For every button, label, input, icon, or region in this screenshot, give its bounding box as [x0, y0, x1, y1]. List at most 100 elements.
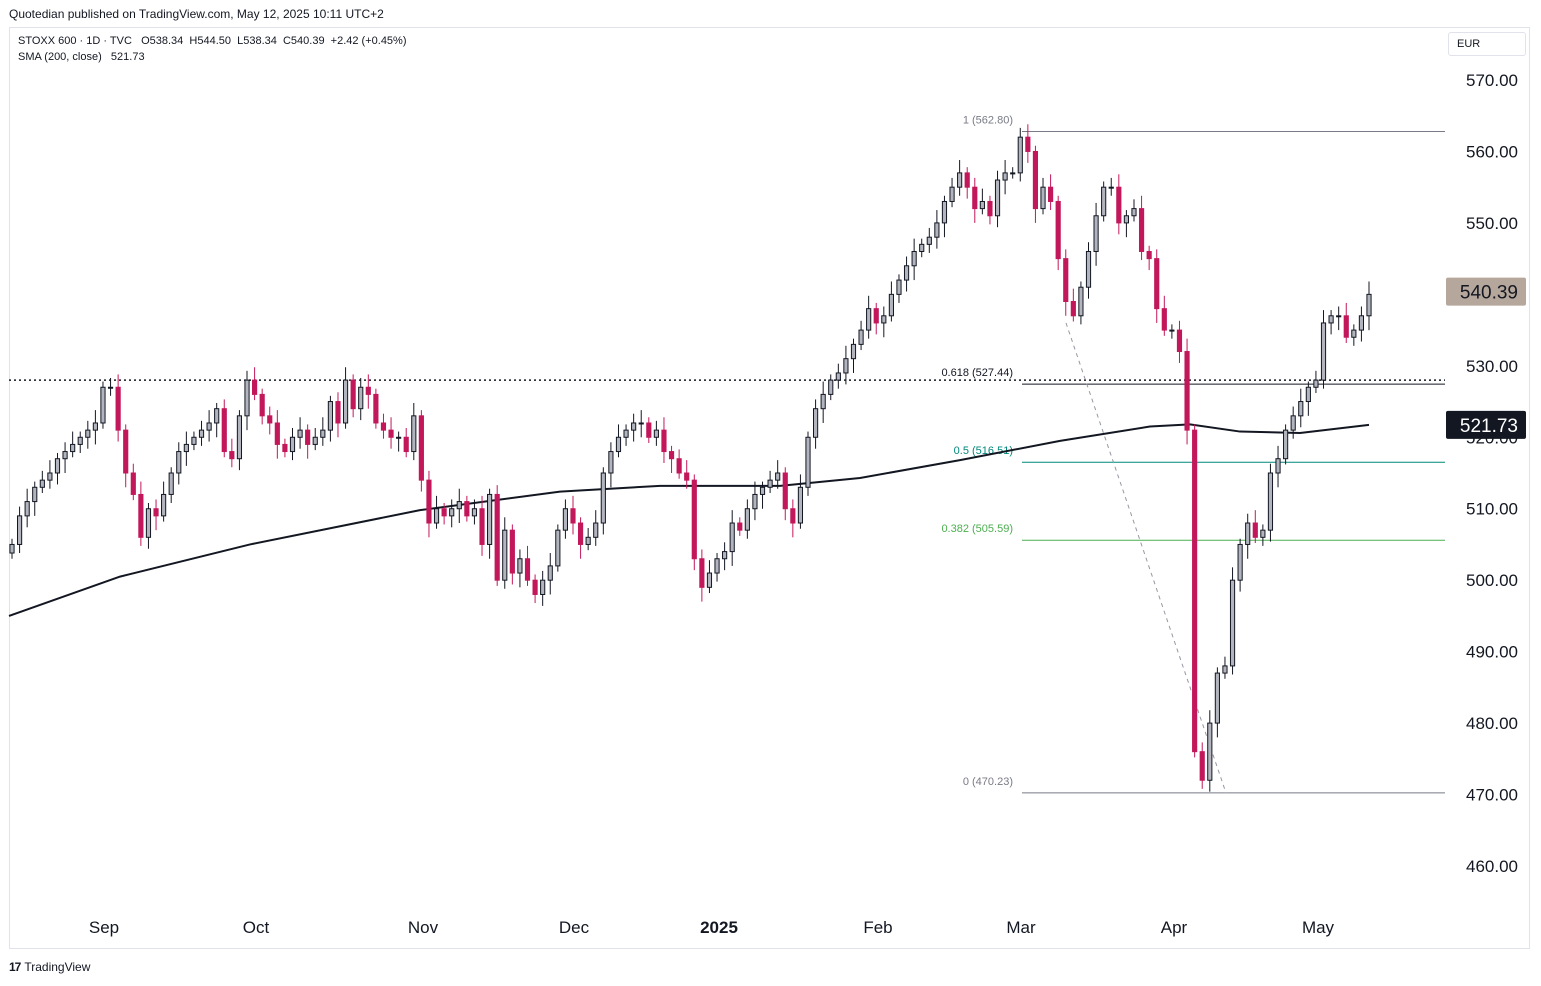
- candle-body: [115, 386, 121, 431]
- candle-body: [1229, 579, 1236, 667]
- candle-body: [365, 386, 371, 395]
- x-tick-label: Feb: [863, 918, 892, 937]
- candle-body: [1010, 172, 1016, 175]
- candle-body: [881, 315, 887, 324]
- sma-legend[interactable]: SMA (200, close) 521.73: [18, 51, 145, 63]
- candle-body: [1336, 315, 1342, 318]
- y-tick-label: 460.00: [1466, 857, 1518, 876]
- candle-body: [517, 558, 523, 574]
- candle-body: [1093, 215, 1099, 252]
- candle-body: [608, 451, 614, 474]
- candle-body: [282, 443, 288, 453]
- candle-body: [1025, 136, 1031, 152]
- candle-body: [623, 429, 629, 438]
- candle-body: [1366, 293, 1372, 317]
- candle-body: [168, 472, 174, 495]
- fib-level-label: 0.382 (505.59): [941, 523, 1013, 535]
- candle-body: [1184, 351, 1190, 431]
- candle-body: [752, 493, 758, 510]
- candle-body: [835, 372, 841, 381]
- candle-body: [107, 386, 114, 389]
- x-tick-label: Sep: [89, 918, 119, 937]
- candle-body: [396, 436, 402, 439]
- candle-body: [661, 429, 667, 453]
- candle-body: [593, 522, 599, 538]
- candle-body: [479, 508, 485, 545]
- candle-body: [1298, 401, 1304, 417]
- candle-body: [903, 265, 910, 281]
- candle-body: [39, 479, 45, 488]
- candle-body: [214, 408, 220, 424]
- x-tick-label: Dec: [559, 918, 590, 937]
- symbol-legend[interactable]: STOXX 600 · 1D · TVC O538.34 H544.50 L53…: [18, 35, 407, 47]
- candle-body: [858, 329, 864, 345]
- candle-body: [47, 472, 53, 481]
- candle-body: [236, 415, 243, 460]
- candle-body: [1123, 215, 1129, 224]
- candle-body: [919, 243, 925, 252]
- candle-body: [16, 515, 23, 545]
- candle-body: [1328, 315, 1334, 324]
- candle-body: [532, 579, 538, 595]
- candle-body: [1116, 186, 1122, 224]
- candle-body: [691, 479, 697, 560]
- candle-body: [555, 529, 561, 567]
- candle-body: [1161, 308, 1167, 331]
- candle-body: [585, 536, 591, 545]
- y-tick-label: 490.00: [1466, 643, 1518, 662]
- candle-body: [433, 508, 440, 524]
- candle-body: [873, 308, 879, 324]
- x-tick-label: May: [1302, 918, 1335, 937]
- candle-body: [1192, 429, 1198, 753]
- candle-body: [259, 393, 265, 417]
- candle-body: [1002, 172, 1008, 181]
- candle-body: [1222, 665, 1228, 674]
- candle-body: [570, 508, 576, 524]
- candle-body: [949, 186, 955, 202]
- candle-body: [1267, 472, 1274, 531]
- x-tick-label: 2025: [700, 918, 738, 937]
- candle-body: [1063, 258, 1069, 303]
- candle-body: [138, 493, 144, 538]
- candle-body: [1017, 136, 1023, 174]
- candle-body: [1313, 379, 1319, 388]
- candle-body: [9, 543, 15, 554]
- candle-body: [934, 222, 940, 238]
- candle-body: [722, 551, 728, 560]
- last-price-badge: 540.39: [1460, 283, 1518, 304]
- candle-body: [668, 451, 675, 460]
- candle-body: [24, 501, 30, 517]
- candle-body: [957, 172, 963, 188]
- candle-body: [911, 250, 917, 267]
- candle-body: [972, 186, 978, 210]
- candle-body: [1283, 429, 1289, 460]
- candle-body: [1214, 672, 1220, 724]
- candle-body: [289, 436, 296, 453]
- candle-body: [373, 393, 379, 424]
- candle-body: [502, 529, 508, 581]
- candle-body: [1358, 315, 1365, 331]
- candle-body: [411, 415, 417, 453]
- candle-body: [676, 458, 682, 474]
- currency-selector[interactable]: EUR: [1448, 32, 1526, 56]
- candle-body: [547, 565, 553, 581]
- candle-body: [646, 422, 652, 438]
- candle-body: [297, 429, 303, 438]
- candle-body: [964, 172, 970, 188]
- candle-body: [562, 508, 568, 531]
- candle-body: [979, 200, 985, 210]
- candle-body: [631, 422, 637, 431]
- candle-body: [62, 451, 68, 460]
- candle-body: [926, 236, 932, 245]
- candle-body: [1320, 322, 1327, 381]
- candle-body: [790, 508, 796, 524]
- candle-body: [540, 579, 546, 595]
- x-tick-label: Apr: [1161, 918, 1188, 937]
- candle-body: [441, 508, 447, 517]
- candle-body: [320, 429, 326, 438]
- candle-body: [653, 429, 659, 438]
- x-tick-label: Oct: [243, 918, 270, 937]
- candle-body: [471, 508, 478, 517]
- candle-body: [888, 293, 894, 317]
